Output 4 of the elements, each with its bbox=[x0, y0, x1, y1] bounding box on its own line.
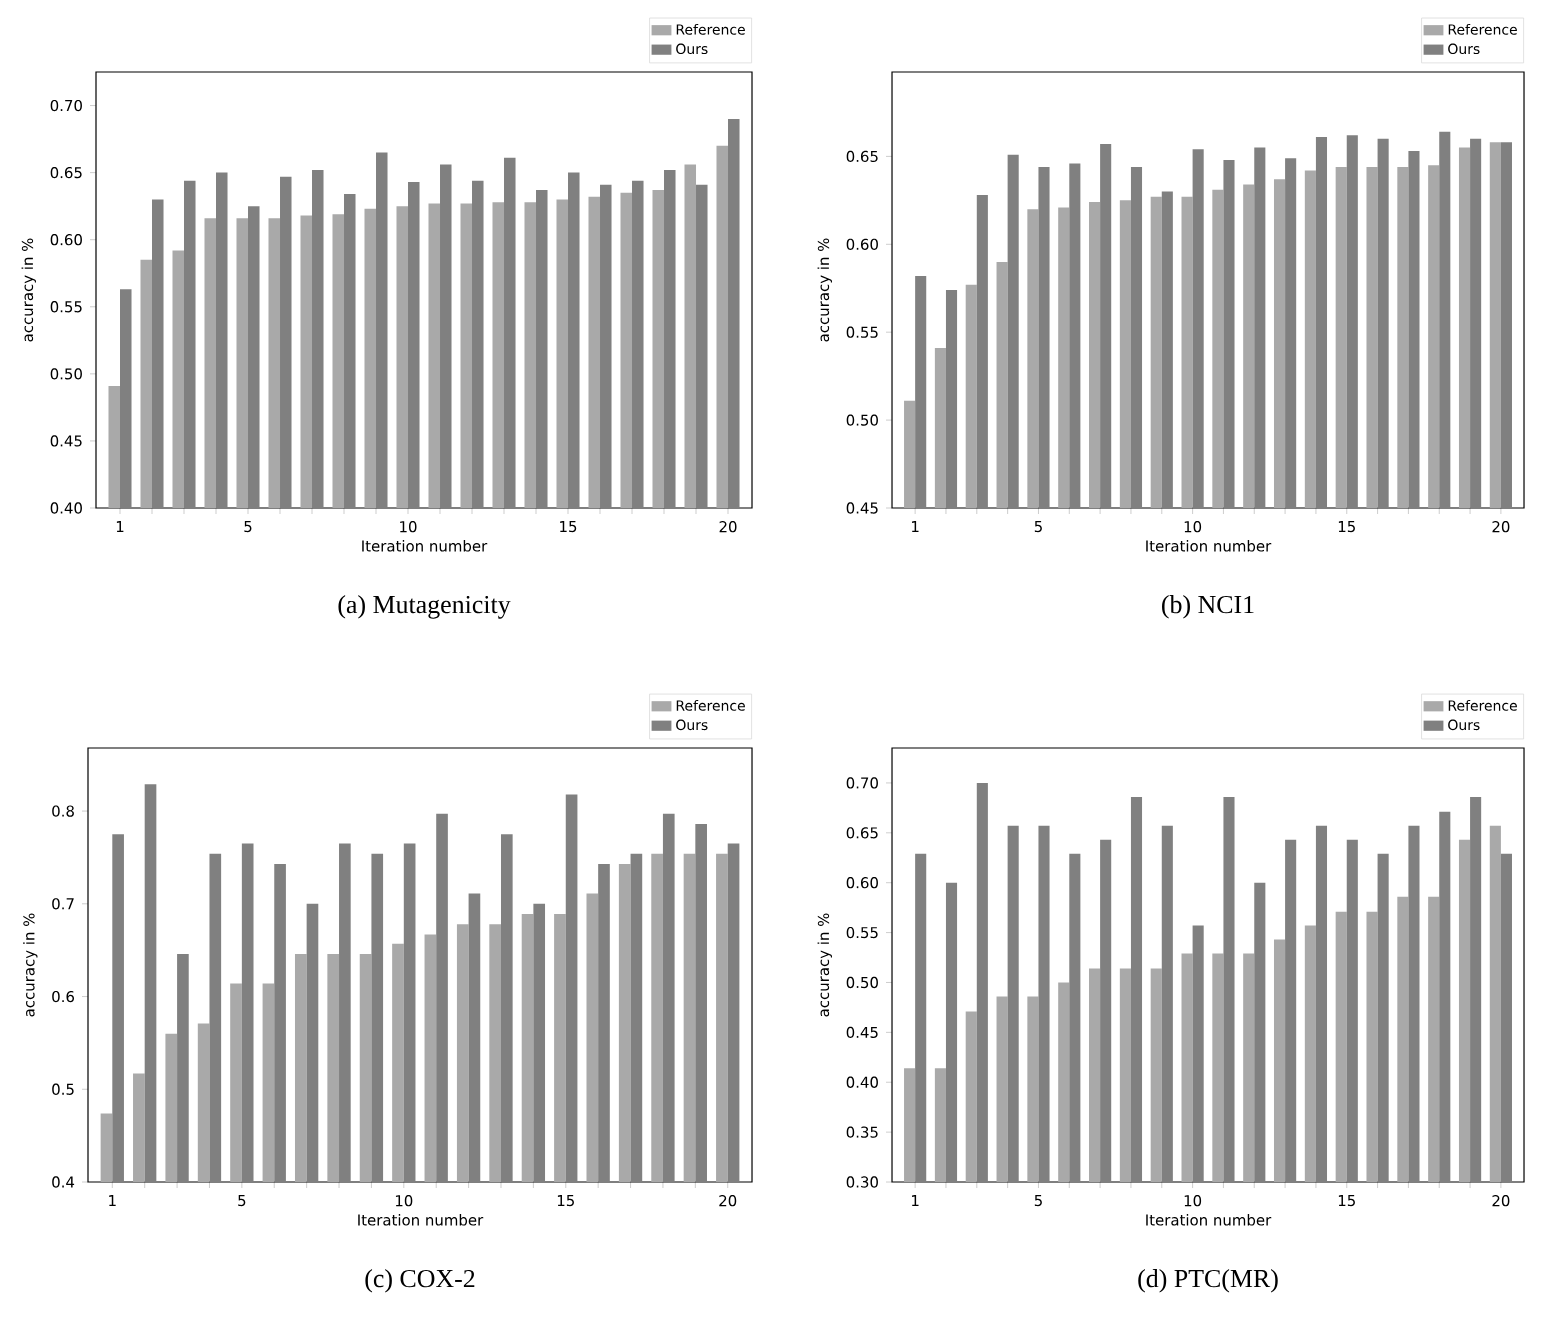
text: (a) Mutagenicity bbox=[338, 595, 511, 619]
text: (d) PTC(MR) bbox=[1138, 1269, 1278, 1293]
text: (b) NCI1 bbox=[1162, 595, 1254, 619]
text: (c) COX-2 bbox=[365, 1269, 475, 1293]
